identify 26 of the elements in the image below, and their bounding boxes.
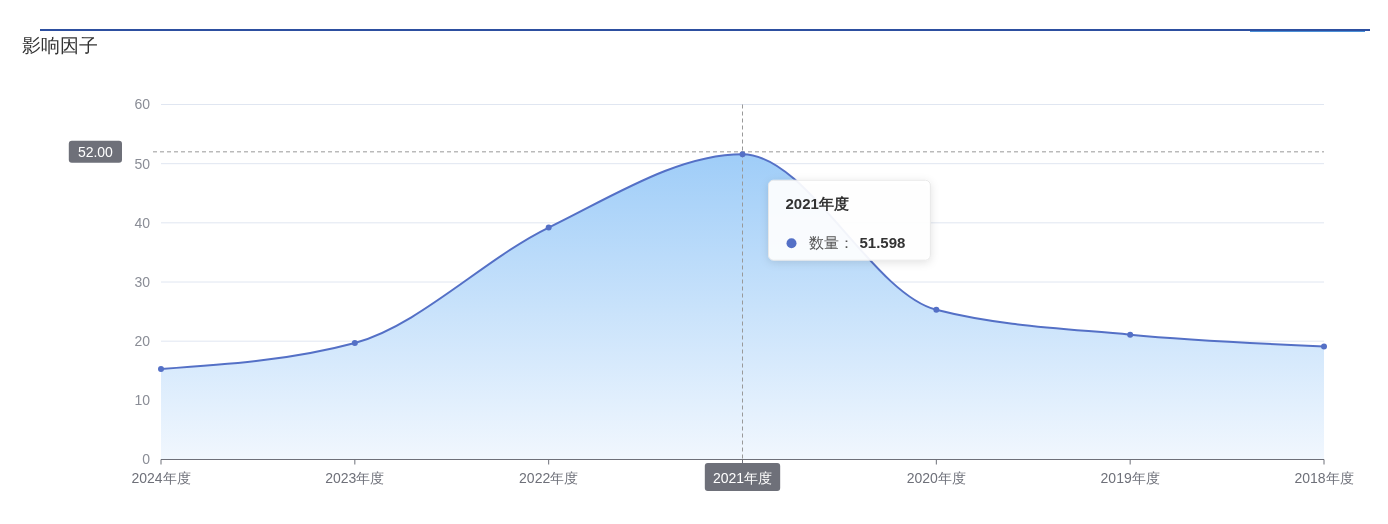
point <box>1321 343 1327 350</box>
point <box>545 224 552 231</box>
y-tick-label: 50 <box>134 155 151 172</box>
y-tick-label: 60 <box>134 96 151 113</box>
point <box>739 151 746 158</box>
text: 2021年度 <box>785 195 849 213</box>
x-tick-label: 2020年度 <box>906 469 966 486</box>
ref-line-label: 52.00 <box>77 143 114 160</box>
point <box>158 365 164 372</box>
point <box>933 306 940 313</box>
x-tick-label: 2019年度 <box>1100 469 1160 486</box>
point <box>351 339 358 346</box>
y-tick-label: 0 <box>142 451 151 468</box>
x-tick-label: 2018年度 <box>1294 469 1354 486</box>
legend-label: 数量： <box>808 234 854 252</box>
x-tick-label: 2021年度 <box>712 469 773 486</box>
x-tick-label: 2024年度 <box>131 469 191 486</box>
point <box>1127 331 1134 338</box>
x-tick-label: 2022年度 <box>519 469 579 486</box>
x-tick-label: 2023年度 <box>325 469 385 486</box>
annotation: 51.598 <box>859 234 906 252</box>
y-tick-label: 30 <box>134 273 151 290</box>
y-tick-label: 20 <box>134 333 151 350</box>
chart-title: 影响因子 <box>22 35 98 56</box>
y-tick-label: 10 <box>134 392 151 409</box>
y-tick-label: 40 <box>134 214 151 231</box>
